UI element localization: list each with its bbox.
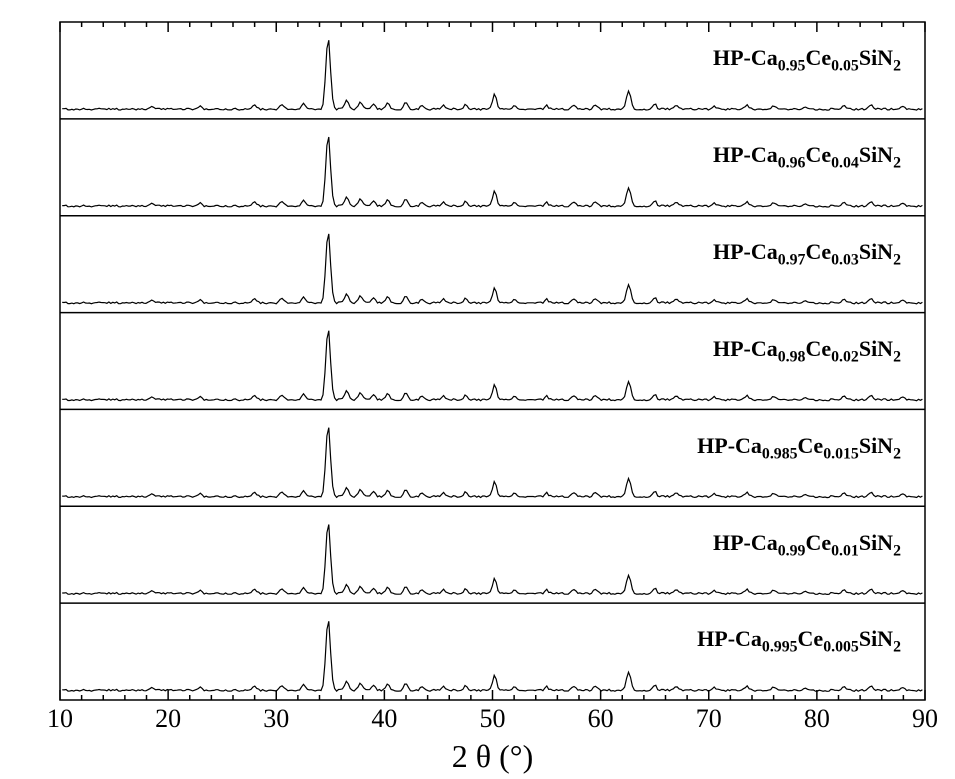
chart-svg bbox=[0, 0, 955, 779]
xrd-stacked-panels: HP-Ca0.95Ce0.05SiN2HP-Ca0.96Ce0.04SiN2HP… bbox=[0, 0, 955, 779]
